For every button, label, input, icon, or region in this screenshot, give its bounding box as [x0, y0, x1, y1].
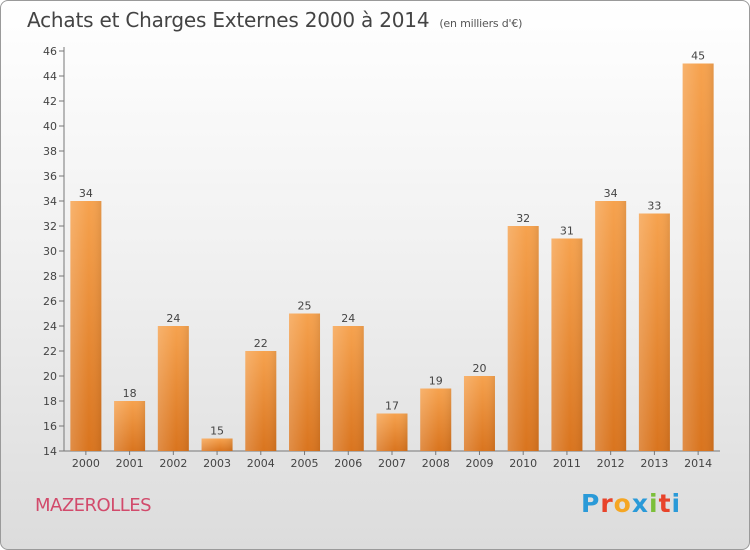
bar-value-label: 22: [254, 337, 268, 350]
x-tick-label: 2002: [159, 457, 187, 470]
y-tick-label: 18: [43, 395, 57, 408]
y-tick-label: 38: [43, 145, 57, 158]
x-tick-label: 2009: [465, 457, 493, 470]
bar-value-label: 25: [298, 300, 312, 313]
chart-unit: (en milliers d'€): [439, 17, 523, 30]
bar-shade: [595, 201, 627, 451]
brand-letter: r: [600, 489, 614, 518]
bar-value-label: 20: [472, 362, 486, 375]
bar-shade: [551, 238, 583, 451]
bar-shade: [638, 213, 670, 451]
brand-letter: i: [649, 489, 659, 518]
bar-value-label: 32: [516, 212, 530, 225]
y-tick-label: 14: [43, 445, 57, 458]
bar-value-label: 24: [166, 312, 180, 325]
bar-value-label: 33: [647, 200, 661, 213]
y-tick-label: 22: [43, 345, 57, 358]
bar-value-label: 45: [691, 50, 705, 63]
bar-shade: [507, 226, 539, 451]
bar-shade: [289, 313, 321, 451]
chart-title-text: Achats et Charges Externes 2000 à 2014: [27, 8, 430, 32]
bar-shade: [420, 388, 452, 451]
bar-shade: [245, 351, 277, 451]
brand-logo: Proxiti: [581, 489, 681, 518]
y-tick-label: 42: [43, 95, 57, 108]
x-tick-label: 2011: [553, 457, 581, 470]
brand-letter: x: [631, 489, 649, 518]
y-tick-label: 44: [43, 70, 57, 83]
x-tick-label: 2000: [72, 457, 100, 470]
x-tick-label: 2006: [334, 457, 362, 470]
bar-value-label: 18: [123, 387, 137, 400]
bar-shade: [70, 201, 102, 451]
bar-shade: [157, 326, 189, 451]
bar-value-label: 34: [79, 187, 93, 200]
chart-title: Achats et Charges Externes 2000 à 2014 (e…: [27, 8, 522, 32]
bar-value-label: 24: [341, 312, 355, 325]
y-tick-label: 30: [43, 245, 57, 258]
y-tick-label: 28: [43, 270, 57, 283]
brand-letter: t: [658, 489, 672, 518]
brand-letter: P: [581, 489, 601, 518]
bar-shade: [376, 413, 408, 451]
y-tick-label: 40: [43, 120, 57, 133]
bar-shade: [463, 376, 495, 451]
bar-value-label: 15: [210, 425, 224, 438]
bar-value-label: 17: [385, 400, 399, 413]
y-tick-label: 36: [43, 170, 57, 183]
bar-shade: [114, 401, 146, 451]
y-tick-label: 46: [43, 45, 57, 58]
x-tick-label: 2008: [422, 457, 450, 470]
bar-value-label: 31: [560, 225, 574, 238]
y-tick-label: 26: [43, 295, 57, 308]
y-tick-label: 32: [43, 220, 57, 233]
y-tick-label: 34: [43, 195, 57, 208]
bar-shade: [332, 326, 364, 451]
x-tick-label: 2007: [378, 457, 406, 470]
x-tick-label: 2004: [247, 457, 275, 470]
bar-value-label: 34: [604, 187, 618, 200]
brand-letter: o: [613, 489, 632, 518]
x-tick-label: 2012: [597, 457, 625, 470]
x-tick-label: 2005: [291, 457, 319, 470]
commune-name: MAZEROLLES: [35, 495, 152, 516]
x-tick-label: 2001: [116, 457, 144, 470]
x-tick-label: 2014: [684, 457, 712, 470]
brand-letter: i: [671, 489, 682, 518]
bar-value-label: 19: [429, 375, 443, 388]
y-tick-label: 24: [43, 320, 57, 333]
bar-shade: [201, 438, 233, 451]
y-tick-label: 16: [43, 420, 57, 433]
y-tick-label: 20: [43, 370, 57, 383]
bar-shade: [682, 63, 714, 451]
x-tick-label: 2003: [203, 457, 231, 470]
x-tick-label: 2010: [509, 457, 537, 470]
x-tick-label: 2013: [640, 457, 668, 470]
